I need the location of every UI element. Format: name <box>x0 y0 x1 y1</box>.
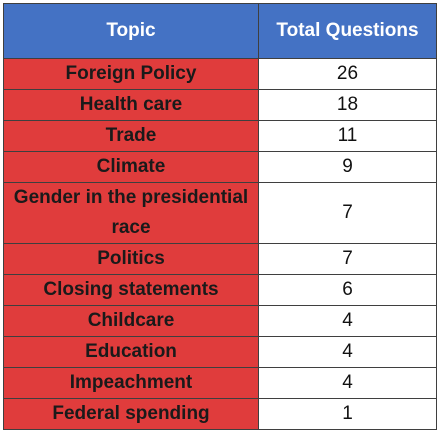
topic-cell: Foreign Policy <box>3 58 259 90</box>
total-questions-cell: 7 <box>258 243 437 275</box>
total-questions-cell: 4 <box>258 336 437 368</box>
table-row: Impeachment 4 <box>3 367 437 399</box>
topic-cell: Federal spending <box>3 398 259 430</box>
topic-cell: Education <box>3 336 259 368</box>
table-row: Politics 7 <box>3 243 437 275</box>
table-row: Climate 9 <box>3 151 437 183</box>
topic-cell: Trade <box>3 120 259 152</box>
table-row: Childcare 4 <box>3 305 437 337</box>
total-questions-cell: 11 <box>258 120 437 152</box>
table-row: Closing statements 6 <box>3 274 437 306</box>
table-body: Foreign Policy 26 Health care 18 Trade 11 Clim… <box>3 58 437 430</box>
column-header-topic: Topic <box>3 3 259 59</box>
topic-cell: Impeachment <box>3 367 259 399</box>
topic-cell: Closing statements <box>3 274 259 306</box>
total-questions-cell: 1 <box>258 398 437 430</box>
questions-by-topic-table: Topic Total Questions Foreign Policy 26 He… <box>3 3 437 430</box>
table-row: Trade 11 <box>3 120 437 152</box>
table-row: Foreign Policy 26 <box>3 58 437 90</box>
questions-table-container: Topic Total Questions Foreign Policy 26 He… <box>3 3 437 430</box>
table-row: Gender in the presidential race 7 <box>3 182 437 244</box>
topic-cell: Gender in the presidential race <box>3 182 259 244</box>
total-questions-cell: 26 <box>258 58 437 90</box>
table-row: Federal spending 1 <box>3 398 437 430</box>
total-questions-cell: 6 <box>258 274 437 306</box>
total-questions-cell: 4 <box>258 305 437 337</box>
table-row: Health care 18 <box>3 89 437 121</box>
total-questions-cell: 9 <box>258 151 437 183</box>
total-questions-cell: 7 <box>258 182 437 244</box>
topic-cell: Childcare <box>3 305 259 337</box>
total-questions-cell: 18 <box>258 89 437 121</box>
column-header-total-questions: Total Questions <box>258 3 437 59</box>
table-header: Topic Total Questions <box>3 3 437 59</box>
header-row: Topic Total Questions <box>3 3 437 59</box>
topic-cell: Climate <box>3 151 259 183</box>
total-questions-cell: 4 <box>258 367 437 399</box>
topic-cell: Health care <box>3 89 259 121</box>
table-row: Education 4 <box>3 336 437 368</box>
topic-cell: Politics <box>3 243 259 275</box>
